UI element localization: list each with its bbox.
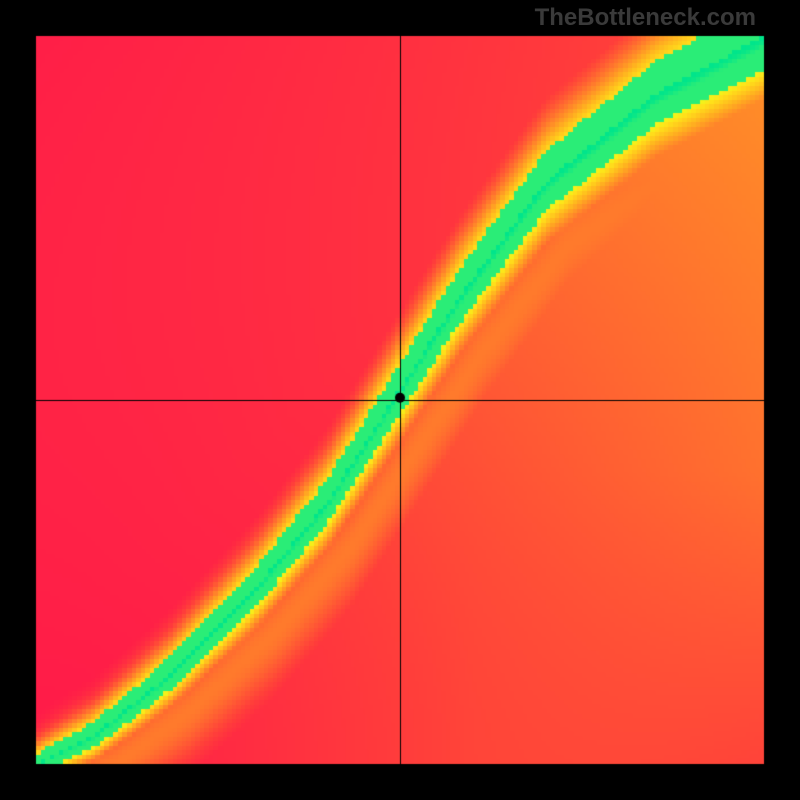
- watermark-text: TheBottleneck.com: [535, 4, 756, 32]
- heatmap-canvas: [0, 0, 800, 800]
- chart-container: TheBottleneck.com: [0, 0, 800, 800]
